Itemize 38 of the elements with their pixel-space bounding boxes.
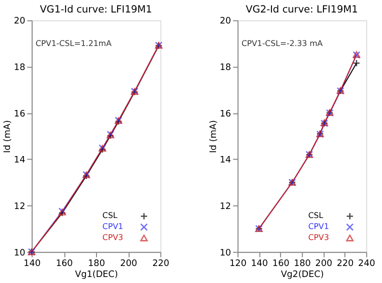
x-tick-label: 200 [315,259,333,270]
x-tick-label: 200 [120,259,138,270]
y-tick-label: 18 [220,63,232,74]
y-tick-label: 18 [14,63,26,74]
text: CSL [102,211,118,220]
x-tick-label: 240 [358,259,376,270]
legend-label: CPV3 [102,232,124,242]
y-axis-title: Id (mA) [2,120,13,153]
x-tick-label: 160 [56,259,74,270]
x-axis-title: Vg1(DEC) [74,270,118,280]
x-tick-label: 180 [88,259,106,270]
x-tick-label: 160 [272,259,290,270]
y-tick-label: 14 [220,156,232,166]
y-tick-label: 20 [220,16,232,27]
x-tick-label: 220 [152,259,170,270]
text: CSL [308,211,324,220]
y-tick-label: 20 [14,16,26,27]
x-tick-label: 180 [294,259,312,270]
x-tick-label: 140 [250,259,268,270]
y-tick-label: 12 [14,202,26,212]
y-tick-label: 10 [14,248,26,258]
x-tick-label: 140 [24,259,41,270]
annotation: CPV1-CSL=1.21mA [36,39,112,48]
x-tick-label: 220 [336,259,354,270]
y-axis-title: Id (mA) [208,120,219,153]
chart-title: VG1-Id curve: LFI19M1 [40,4,152,16]
y-tick-label: 12 [220,202,232,212]
x-tick-label: 120 [230,259,247,270]
y-tick-label: 10 [220,248,232,258]
legend-label: CPV1 [308,222,330,232]
legend-label: CPV3 [308,232,330,242]
chart-title: VG2-Id curve: LFI19M1 [246,4,358,16]
annotation: CPV1-CSL=-2.33 mA [241,39,324,48]
y-tick-label: 16 [14,109,26,120]
y-tick-label: 14 [14,156,26,166]
legend-label: CPV1 [102,222,124,232]
y-tick-label: 16 [220,109,232,120]
x-axis-title: Vg2(DEC) [280,270,324,280]
